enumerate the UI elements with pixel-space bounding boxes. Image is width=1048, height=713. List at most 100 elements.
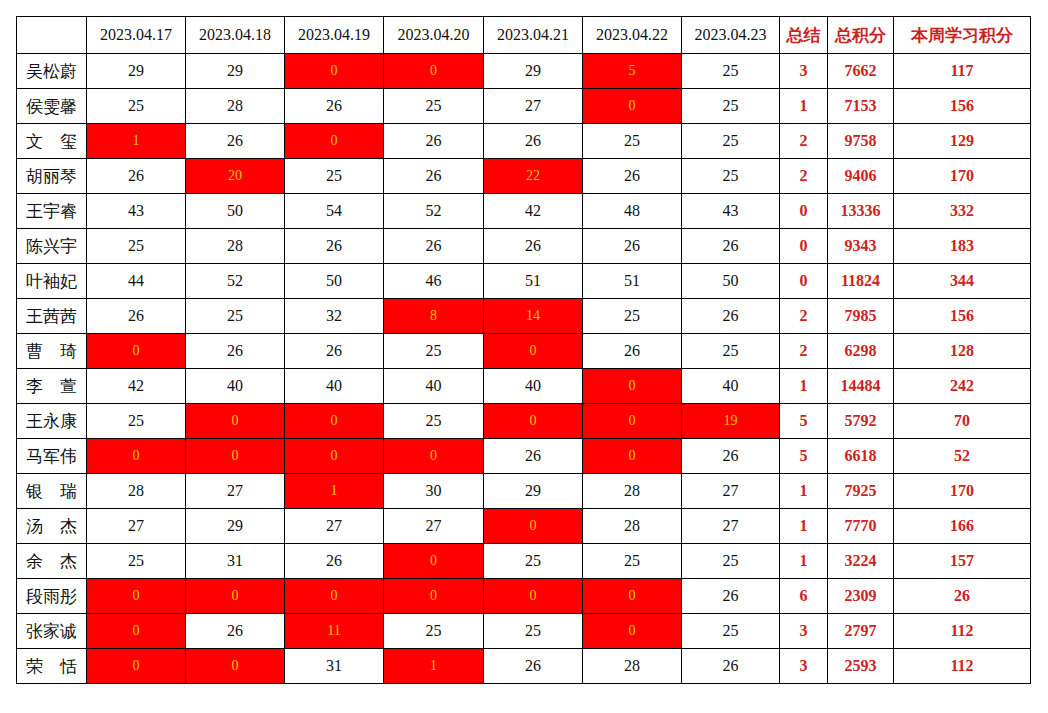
score-cell: 27 <box>682 509 780 544</box>
table-row: 马军伟0000260265661852 <box>17 439 1031 474</box>
score-cell: 30 <box>384 474 484 509</box>
score-cell: 27 <box>384 509 484 544</box>
total-points-cell: 2309 <box>828 579 894 614</box>
score-cell: 42 <box>87 369 186 404</box>
score-cell-flagged: 0 <box>87 334 186 369</box>
score-table: 2023.04.172023.04.182023.04.192023.04.20… <box>16 16 1031 684</box>
summary-column-header: 本周学习积分 <box>894 17 1031 54</box>
score-cell-flagged: 0 <box>484 579 583 614</box>
score-cell: 26 <box>682 649 780 684</box>
score-cell: 27 <box>87 509 186 544</box>
score-cell: 25 <box>87 544 186 579</box>
score-cell-flagged: 0 <box>384 54 484 89</box>
score-cell-flagged: 0 <box>87 579 186 614</box>
score-cell: 46 <box>384 264 484 299</box>
summary-count-cell: 1 <box>780 474 828 509</box>
score-cell-flagged: 0 <box>583 579 682 614</box>
score-cell: 26 <box>87 159 186 194</box>
table-row: 荣 恬0031126282632593112 <box>17 649 1031 684</box>
student-name: 李 萱 <box>17 369 87 404</box>
total-points-cell: 6618 <box>828 439 894 474</box>
summary-count-cell: 0 <box>780 264 828 299</box>
score-cell: 29 <box>186 54 285 89</box>
table-row: 胡丽琴2620252622262529406170 <box>17 159 1031 194</box>
score-cell: 29 <box>87 54 186 89</box>
score-cell: 26 <box>285 89 384 124</box>
week-points-cell: 332 <box>894 194 1031 229</box>
score-cell: 40 <box>186 369 285 404</box>
score-cell: 26 <box>484 124 583 159</box>
week-points-cell: 52 <box>894 439 1031 474</box>
summary-column-header: 总积分 <box>828 17 894 54</box>
week-points-cell: 157 <box>894 544 1031 579</box>
table-row: 汤 杰272927270282717770166 <box>17 509 1031 544</box>
total-points-cell: 7985 <box>828 299 894 334</box>
summary-count-cell: 3 <box>780 649 828 684</box>
score-cell: 50 <box>682 264 780 299</box>
summary-count-cell: 1 <box>780 89 828 124</box>
score-cell: 25 <box>682 54 780 89</box>
score-cell: 26 <box>285 334 384 369</box>
student-name: 荣 恬 <box>17 649 87 684</box>
score-cell: 25 <box>682 614 780 649</box>
score-cell-flagged: 0 <box>186 439 285 474</box>
table-row: 李 萱4240404040040114484242 <box>17 369 1031 404</box>
score-cell-flagged: 0 <box>285 404 384 439</box>
score-cell-flagged: 0 <box>285 579 384 614</box>
score-cell: 26 <box>682 299 780 334</box>
week-points-cell: 70 <box>894 404 1031 439</box>
score-cell: 26 <box>484 439 583 474</box>
score-cell: 28 <box>583 474 682 509</box>
score-cell-flagged: 0 <box>484 334 583 369</box>
week-points-cell: 156 <box>894 89 1031 124</box>
score-cell: 25 <box>87 229 186 264</box>
total-points-cell: 9406 <box>828 159 894 194</box>
score-cell: 28 <box>186 89 285 124</box>
date-column-header: 2023.04.23 <box>682 17 780 54</box>
score-cell: 48 <box>583 194 682 229</box>
table-row: 银 瑞282713029282717925170 <box>17 474 1031 509</box>
score-cell: 26 <box>186 334 285 369</box>
total-points-cell: 13336 <box>828 194 894 229</box>
score-cell: 27 <box>484 89 583 124</box>
score-cell: 27 <box>186 474 285 509</box>
total-points-cell: 7925 <box>828 474 894 509</box>
score-cell-flagged: 0 <box>186 649 285 684</box>
score-cell: 25 <box>384 334 484 369</box>
score-cell-flagged: 0 <box>384 439 484 474</box>
score-cell: 42 <box>484 194 583 229</box>
score-cell: 40 <box>682 369 780 404</box>
score-cell-flagged: 0 <box>186 404 285 439</box>
summary-count-cell: 3 <box>780 614 828 649</box>
score-cell: 26 <box>682 229 780 264</box>
total-points-cell: 9758 <box>828 124 894 159</box>
week-points-cell: 117 <box>894 54 1031 89</box>
score-cell-flagged: 0 <box>285 439 384 474</box>
date-column-header: 2023.04.19 <box>285 17 384 54</box>
student-name: 文 玺 <box>17 124 87 159</box>
score-cell: 26 <box>285 229 384 264</box>
total-points-cell: 6298 <box>828 334 894 369</box>
total-points-cell: 5792 <box>828 404 894 439</box>
corner-cell <box>17 17 87 54</box>
score-cell: 52 <box>186 264 285 299</box>
score-cell-flagged: 20 <box>186 159 285 194</box>
score-cell: 44 <box>87 264 186 299</box>
student-name: 汤 杰 <box>17 509 87 544</box>
score-cell: 51 <box>583 264 682 299</box>
total-points-cell: 2593 <box>828 649 894 684</box>
table-row: 文 玺12602626252529758129 <box>17 124 1031 159</box>
score-cell-flagged: 0 <box>484 404 583 439</box>
score-cell-flagged: 1 <box>285 474 384 509</box>
summary-count-cell: 3 <box>780 54 828 89</box>
total-points-cell: 9343 <box>828 229 894 264</box>
table-row: 吴松蔚2929002952537662117 <box>17 54 1031 89</box>
summary-count-cell: 2 <box>780 299 828 334</box>
table-body: 吴松蔚2929002952537662117侯雯馨252826252702517… <box>17 54 1031 684</box>
score-cell: 25 <box>583 124 682 159</box>
student-name: 段雨彤 <box>17 579 87 614</box>
total-points-cell: 7153 <box>828 89 894 124</box>
summary-count-cell: 5 <box>780 404 828 439</box>
score-cell: 43 <box>682 194 780 229</box>
week-points-cell: 129 <box>894 124 1031 159</box>
